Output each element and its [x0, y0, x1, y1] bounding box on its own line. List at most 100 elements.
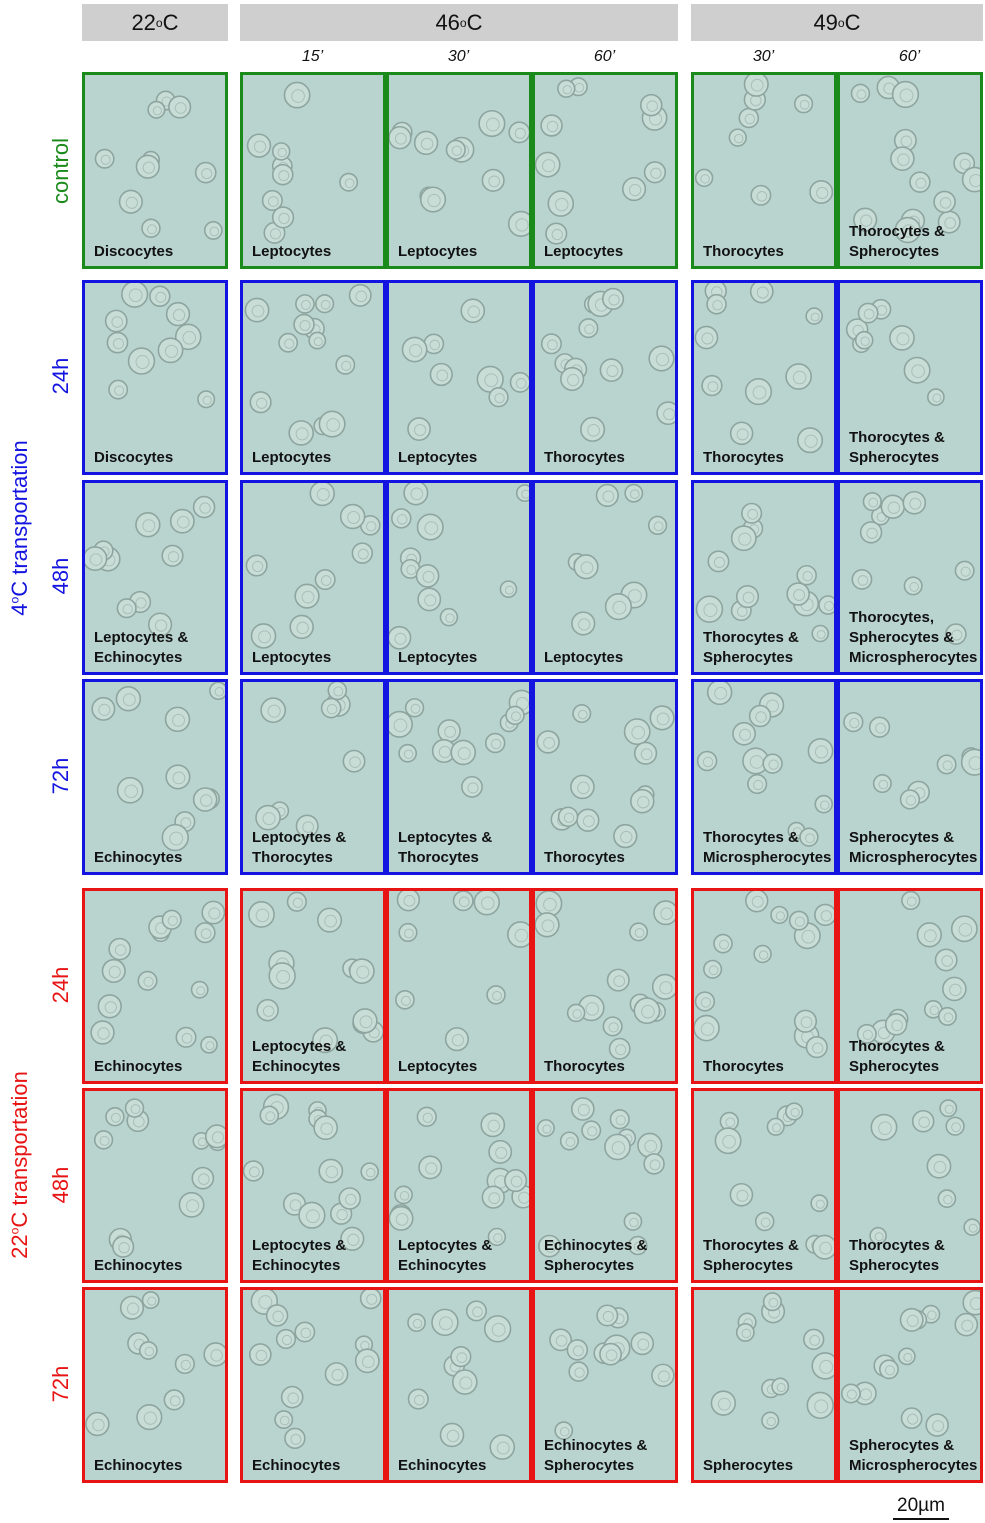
blood-cell-center — [412, 1318, 423, 1329]
blood-cell-center — [563, 812, 575, 824]
blood-cell-center — [932, 393, 942, 403]
blood-cell-center — [606, 365, 619, 378]
blood-cell-shape — [481, 168, 505, 192]
blood-cell-center — [656, 712, 670, 726]
blood-cell-shape — [572, 704, 592, 724]
blood-cell-center — [488, 175, 501, 188]
cell-morphology-label: Echinocytes & Spherocytes — [544, 1437, 648, 1474]
blood-cell-center — [766, 699, 780, 713]
blood-cell-center — [248, 1166, 260, 1178]
blood-cell-center — [399, 1191, 410, 1201]
blood-cell-shape — [260, 697, 287, 724]
blood-cell-shape — [105, 1107, 125, 1127]
blood-cell-center — [296, 621, 309, 635]
blood-cell-center — [320, 1122, 333, 1135]
blood-cell-center — [897, 153, 910, 166]
cell-morphology-label: Leptocytes — [398, 649, 478, 666]
blood-cell-shape — [389, 1205, 414, 1231]
blood-cell-center — [167, 551, 180, 563]
blood-cell-shape — [93, 1130, 114, 1150]
blood-cell-center — [717, 1397, 731, 1411]
blood-cell-center — [874, 1232, 884, 1242]
blood-cell-center — [394, 632, 407, 645]
blood-cell-center — [289, 1199, 302, 1212]
blood-cell-shape — [201, 900, 225, 925]
blood-cell-center — [862, 1029, 873, 1040]
blood-cell-shape — [174, 323, 202, 351]
blood-cell-shape — [857, 302, 879, 324]
blood-cell-center — [299, 320, 311, 331]
blood-cell-shape — [653, 900, 675, 926]
blood-cell-shape — [313, 1115, 339, 1141]
blood-cell-shape — [578, 318, 599, 339]
blood-cell-shape — [119, 1295, 145, 1320]
blood-cell-center — [341, 360, 352, 371]
blood-cell-shape — [926, 1153, 952, 1179]
blood-cell-center — [602, 1310, 614, 1323]
micrograph-cell: Echinocytes — [240, 1287, 386, 1483]
micrograph-cell: Spherocytes & Microspherocytes — [837, 679, 983, 875]
blood-cell-center — [756, 286, 769, 299]
blood-cell-center — [142, 161, 156, 174]
micrograph-cell: Thorocytes & Spherocytes — [837, 888, 983, 1084]
blood-cell-center — [305, 1209, 320, 1224]
blood-cell-center — [907, 1413, 919, 1425]
blood-cell-center — [577, 781, 590, 795]
blood-cell-shape — [294, 583, 320, 609]
blood-cell-shape — [807, 738, 834, 764]
cell-morphology-label: Spherocytes — [703, 1457, 794, 1474]
blood-cell-center — [742, 591, 755, 604]
blood-cell-shape — [535, 912, 560, 938]
blood-cell-shape — [91, 696, 116, 721]
blood-cell-center — [403, 894, 416, 907]
blood-cell-shape — [505, 705, 525, 726]
blood-cell-center — [741, 1328, 752, 1339]
blood-cell-shape — [339, 172, 359, 192]
blood-cell-shape — [843, 711, 864, 733]
blood-cell-shape — [278, 332, 299, 353]
blood-cell-center — [324, 914, 337, 928]
blood-cell-center — [302, 821, 315, 833]
blood-cell-center — [863, 308, 875, 320]
blood-cell-shape — [694, 991, 716, 1012]
blood-cell-center — [637, 1338, 650, 1351]
blood-cell-center — [424, 594, 437, 607]
micrograph-cell: Leptocytes & Echinocytes — [82, 480, 228, 675]
blood-cell-shape — [901, 891, 921, 911]
blood-cell-shape — [175, 1026, 197, 1048]
blood-cell-shape — [797, 427, 824, 454]
blood-cell-center — [968, 756, 980, 771]
blood-cell-shape — [538, 1234, 561, 1258]
blood-cell-center — [751, 895, 764, 908]
blood-cell-center — [320, 299, 331, 310]
blood-cell-shape — [735, 584, 760, 609]
blood-cell-center — [205, 1041, 215, 1051]
blood-cell-shape — [147, 612, 173, 637]
blood-cell-shape — [135, 512, 161, 538]
micrograph-cell: Echinocytes — [82, 1088, 228, 1283]
blood-cell-shape — [481, 1185, 505, 1209]
blood-cell-shape — [602, 1016, 623, 1037]
cell-morphology-label: Thorocytes — [544, 849, 625, 866]
header-22c: 22 o C — [82, 4, 228, 41]
micrograph-image — [535, 77, 668, 245]
blood-cell-shape — [909, 171, 931, 193]
blood-cell-shape — [507, 921, 529, 948]
blood-cell-center — [810, 312, 820, 322]
blood-cell-center — [122, 604, 133, 615]
blood-cell-shape — [566, 1339, 589, 1361]
blood-cell-center — [457, 746, 471, 760]
blood-cell-center — [860, 336, 870, 346]
micrograph-image — [389, 483, 529, 650]
blood-cell-shape — [149, 285, 171, 308]
blood-cell-shape — [163, 1389, 185, 1411]
blood-cell-center — [902, 224, 916, 238]
blood-cell-center — [628, 183, 642, 197]
blood-cell-shape — [203, 221, 223, 240]
micrograph-image — [245, 483, 381, 649]
blood-cell-center — [644, 1139, 658, 1153]
blood-cell-center — [357, 548, 369, 560]
cell-morphology-label: Leptocytes — [398, 243, 478, 260]
micrograph-image — [401, 298, 529, 441]
blood-cell-shape — [710, 1390, 737, 1416]
